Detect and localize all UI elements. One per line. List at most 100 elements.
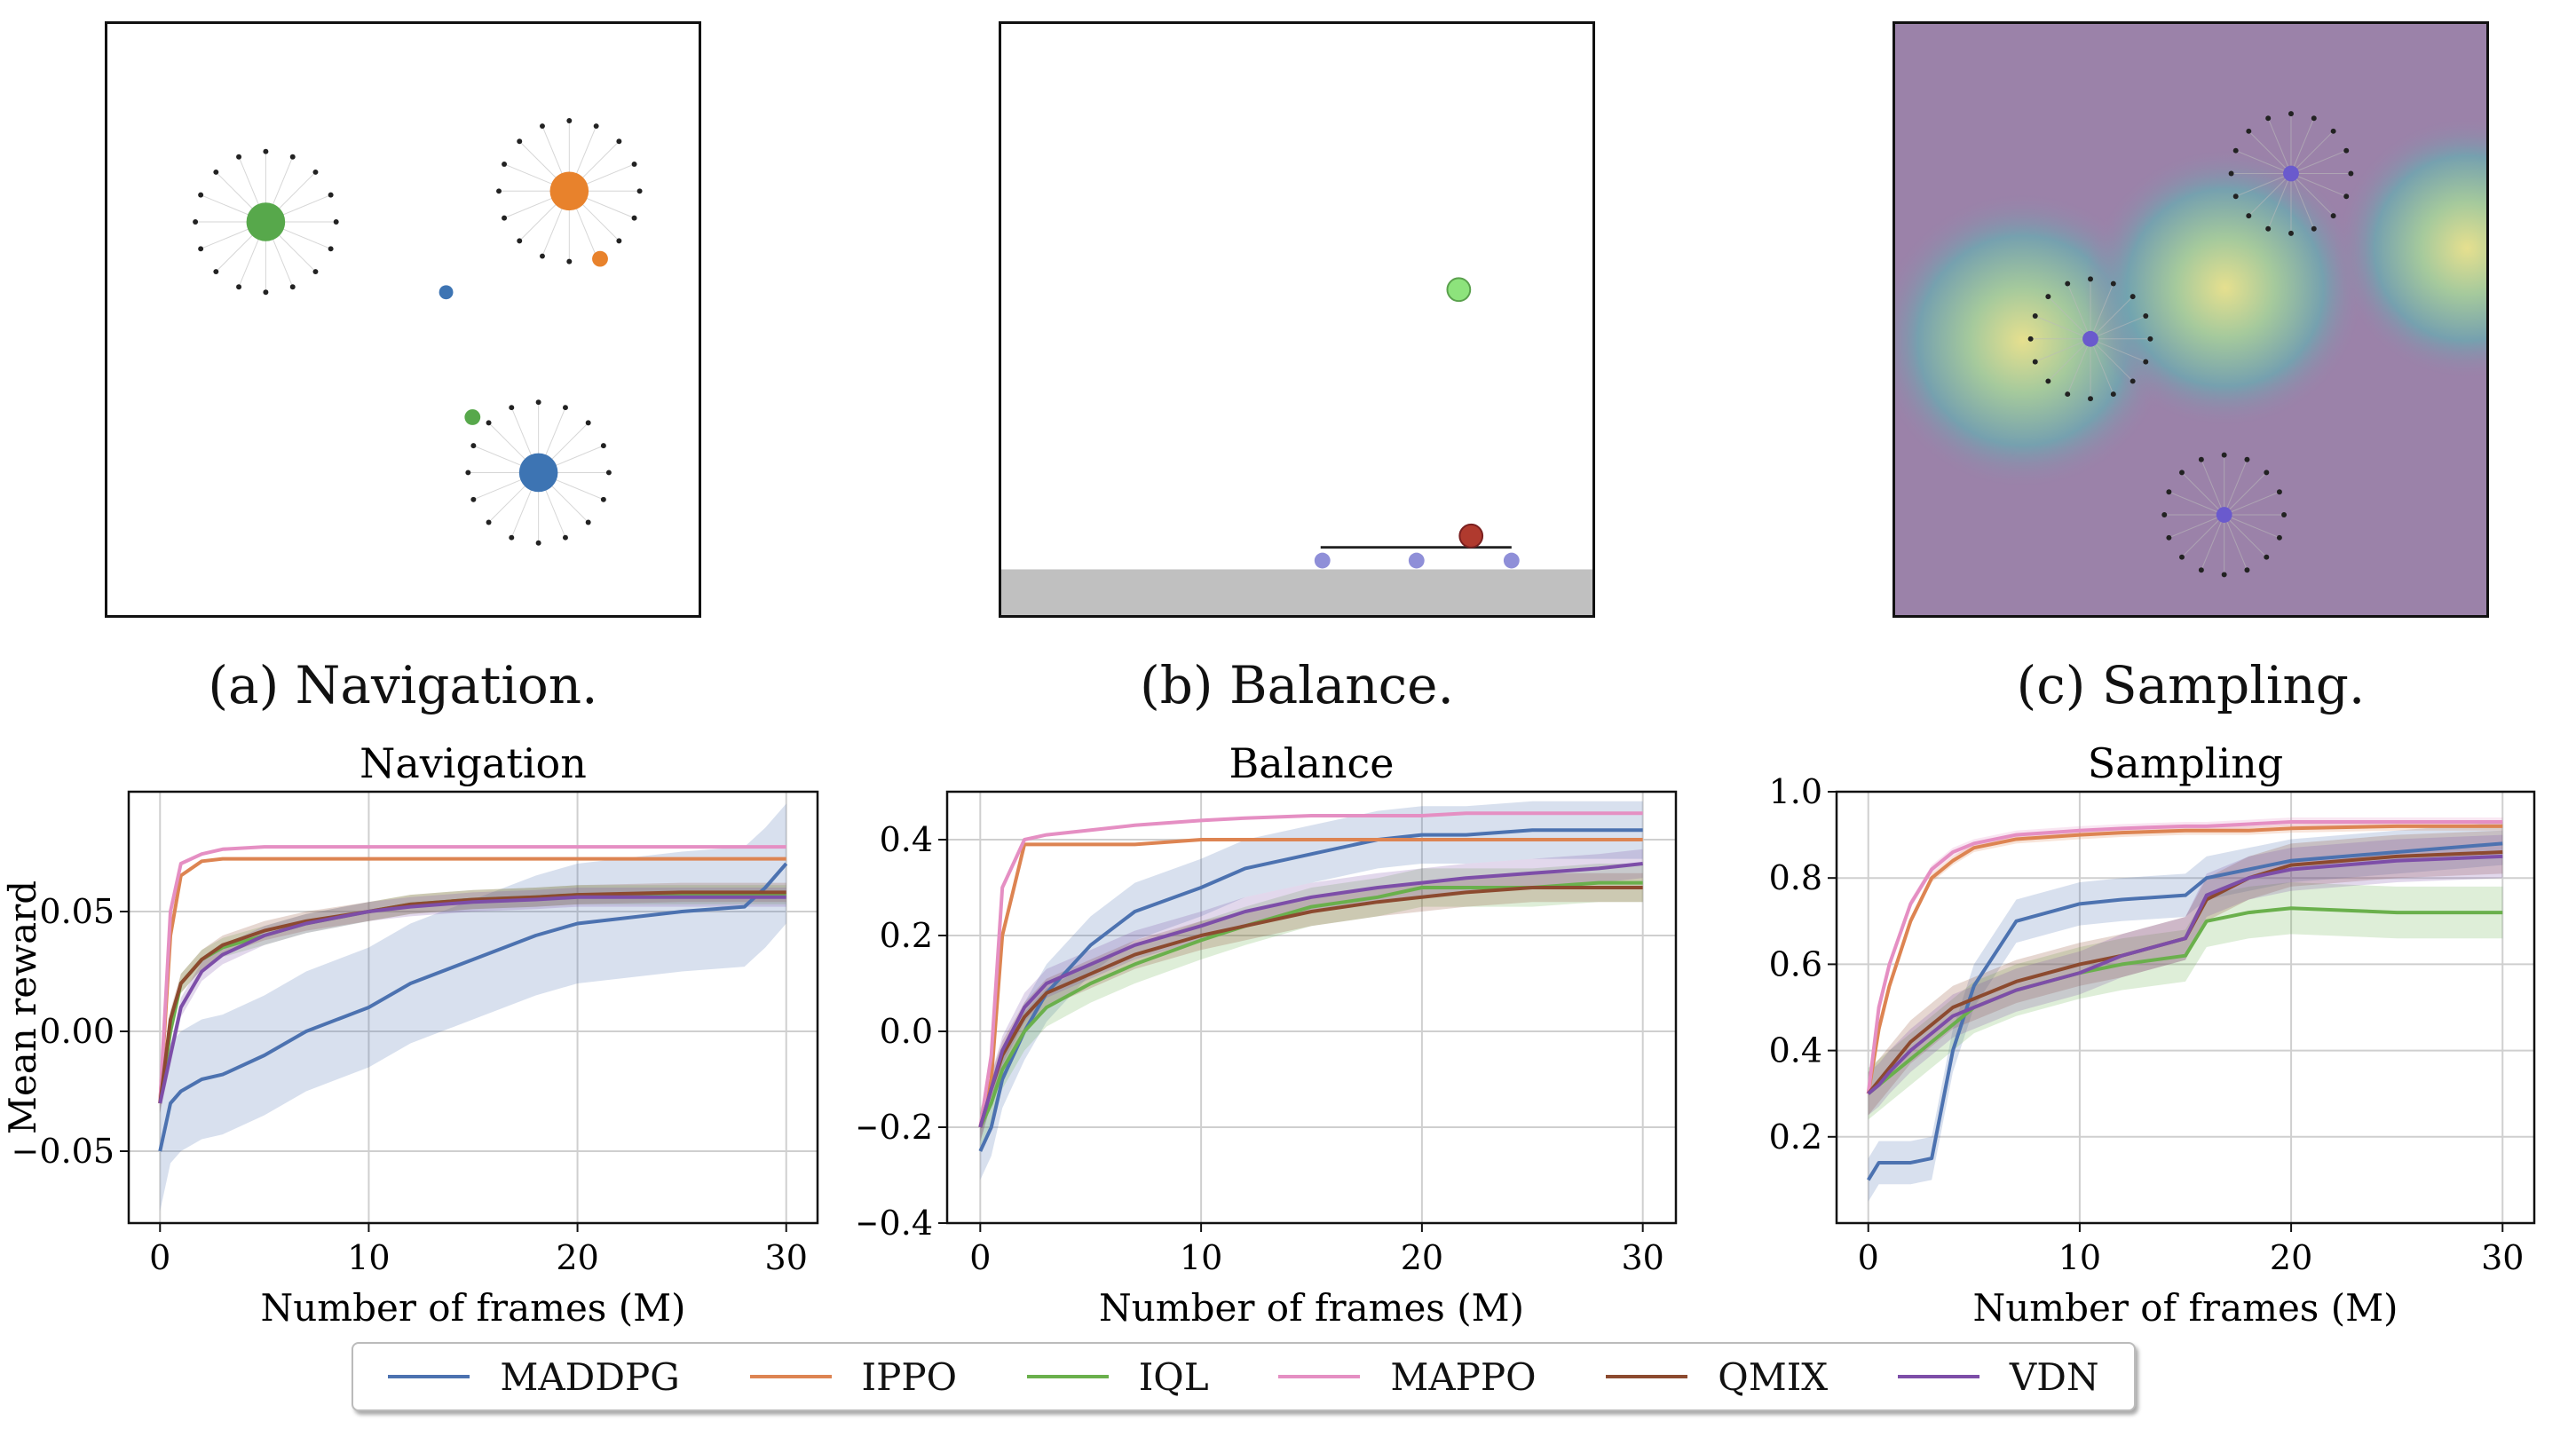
sensor-dot: [2288, 111, 2294, 117]
sensor-ray: [2048, 338, 2091, 382]
chart-title: Balance: [1229, 739, 1395, 787]
series-band-iql: [980, 864, 1643, 1147]
navigation-chart: 0 10 20 30 −0.05 0.00 0.05 Navigation Number of …: [1, 739, 819, 1330]
sensor-dot: [198, 192, 204, 198]
sensor-dot: [2221, 572, 2227, 578]
green-agent-sensor: [193, 148, 339, 296]
sensor-dot: [2032, 359, 2038, 365]
legend-label: IPPO: [861, 1354, 958, 1399]
sensor-dot: [213, 169, 219, 175]
sensor-dot: [562, 405, 568, 411]
sensor-ray: [2090, 315, 2146, 340]
sensor-dot: [2311, 115, 2317, 122]
x-tick-label: 10: [2058, 1238, 2101, 1277]
sensor-ray: [2235, 173, 2292, 197]
axes-frame: [945, 790, 1678, 1225]
sensor-dot: [566, 118, 573, 123]
sensor-dot: [2330, 128, 2336, 134]
y-tick-label: 1.0: [1769, 772, 1822, 811]
sampling-agent-2: [2082, 330, 2098, 347]
sensor-dot: [289, 284, 296, 290]
sensor-dot: [631, 215, 637, 221]
sensor-dot: [213, 269, 219, 275]
sensor-dot: [328, 192, 334, 198]
balance-agent-2: [1408, 552, 1425, 569]
series-line-vdn: [1867, 854, 2503, 1095]
sensor-ray: [2035, 315, 2091, 340]
legend-swatch: [1278, 1375, 1361, 1378]
x-tick-label: 20: [1401, 1238, 1443, 1277]
navigation-env-panel: [105, 21, 701, 618]
sensor-dot: [509, 534, 515, 541]
sensor-dot: [2179, 554, 2185, 560]
balance-env-scene: [1001, 277, 1592, 615]
sensor-ray: [2267, 173, 2292, 229]
sensor-dot: [2110, 280, 2116, 287]
sensor-ray: [2248, 173, 2292, 217]
sensor-ray: [2090, 338, 2114, 395]
balance-agent-1: [1314, 552, 1331, 569]
sensor-ray: [2169, 491, 2224, 516]
sensor-dot: [636, 188, 643, 194]
legend-label: MAPPO: [1390, 1354, 1537, 1399]
sensor-dot: [2065, 391, 2071, 398]
sensor-dot: [2343, 147, 2350, 154]
series-line-iql: [978, 880, 1643, 1128]
series-line-maddpg: [158, 862, 788, 1152]
sensor-dot: [263, 148, 269, 154]
sensor-ray: [2290, 173, 2347, 197]
sensor-dot: [2244, 567, 2250, 573]
sensor-ray: [2090, 338, 2134, 382]
sensor-ray: [2224, 491, 2280, 516]
chart-title: Sampling: [2088, 739, 2284, 787]
series-line-maddpg: [978, 828, 1643, 1152]
legend-swatch: [1026, 1375, 1109, 1378]
sensor-ray: [2290, 173, 2334, 217]
sensor-dot: [312, 269, 319, 275]
sensor-dot: [631, 161, 637, 167]
sensor-ray: [2048, 296, 2091, 340]
sampling-env-scene: [1895, 24, 2486, 615]
balance-chart: 0 10 20 30 −0.4 −0.2 0.0 0.2 0.4 Balance Number of…: [858, 739, 1678, 1330]
legend-item-ippo: IPPO: [749, 1354, 958, 1399]
sensor-dot: [566, 258, 573, 264]
sensor-ray: [2224, 472, 2267, 516]
series-band-iql: [1868, 882, 2503, 1120]
sensor-dot: [2110, 391, 2116, 398]
sensor-dot: [593, 123, 599, 130]
series-line-ippo: [158, 857, 786, 1104]
sensor-dot: [600, 496, 606, 502]
sensor-dot: [2232, 147, 2239, 154]
sensor-ray: [2201, 459, 2225, 516]
series-line-ippo: [978, 838, 1643, 1128]
balance-goal: [1446, 277, 1472, 303]
green-goal: [464, 409, 481, 425]
sensor-ray: [2090, 338, 2146, 363]
y-tick-label: 0.0: [880, 1012, 933, 1051]
sensor-ray: [2290, 130, 2334, 174]
sensor-dot: [535, 540, 541, 546]
sensor-dot: [502, 161, 508, 167]
sampling-agent-1-sensor: [2228, 111, 2354, 236]
sensor-dot: [263, 289, 269, 296]
sensor-dot: [486, 519, 492, 525]
sampling-agent-1: [2283, 165, 2299, 182]
x-tick-label: 20: [2270, 1238, 2312, 1277]
sensor-ray: [2290, 173, 2315, 229]
sensor-dot: [2161, 512, 2168, 517]
y-tick-label: 0.05: [39, 892, 115, 931]
sensor-dot: [2179, 470, 2185, 476]
series-line-mappo: [978, 811, 1643, 1128]
sensor-ray: [2181, 514, 2225, 558]
y-tick-label: 0.00: [39, 1012, 115, 1051]
sensor-dot: [535, 399, 541, 406]
sensor-dot: [2232, 193, 2239, 200]
sensor-dot: [2147, 336, 2153, 342]
legend-swatch: [749, 1375, 832, 1378]
sensor-dot: [616, 138, 622, 145]
sensor-dot: [333, 219, 339, 225]
sensor-dot: [2065, 280, 2071, 287]
sensor-dot: [600, 443, 606, 449]
sensor-dot: [2198, 567, 2204, 573]
sensor-dot: [328, 246, 334, 252]
